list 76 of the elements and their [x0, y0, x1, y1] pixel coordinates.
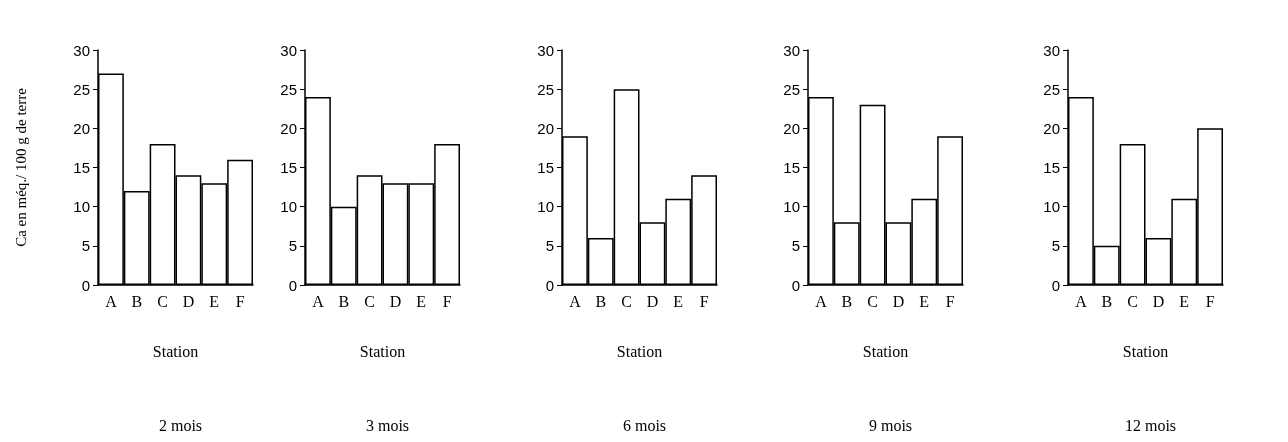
y-tick-label: 30 — [1043, 41, 1060, 59]
x-tick-label: B — [131, 292, 143, 310]
y-tick-label: 5 — [791, 237, 800, 255]
x-tick-label: D — [389, 292, 402, 310]
x-tick-label: B — [595, 292, 607, 310]
y-tick-label: 15 — [1043, 159, 1060, 176]
x-axis-title: Station — [862, 342, 909, 360]
x-tick-label: C — [364, 292, 375, 310]
y-tick-label: 30 — [73, 41, 90, 59]
y-tick-label: 25 — [280, 80, 297, 98]
y-tick-label: 30 — [783, 41, 800, 59]
y-tick-label: 5 — [288, 237, 297, 255]
y-axis-title: Ca en méq./ 100 g de terre — [12, 87, 29, 247]
y-tick-label: 20 — [73, 119, 90, 137]
y-tick-label: 15 — [280, 159, 297, 176]
x-tick-label: F — [699, 292, 709, 310]
y-tick-label: 25 — [1043, 80, 1060, 98]
x-tick-label: A — [815, 292, 828, 310]
x-tick-label: A — [569, 292, 582, 310]
x-tick-label: C — [621, 292, 632, 310]
x-tick-label: F — [442, 292, 452, 310]
y-tick-label: 5 — [545, 237, 554, 255]
x-tick-label: A — [1075, 292, 1088, 310]
x-tick-label: B — [338, 292, 350, 310]
y-tick-label: 10 — [1043, 198, 1060, 216]
x-tick-label: B — [841, 292, 853, 310]
y-tick-label: 20 — [280, 119, 297, 137]
text: 2 mois — [158, 416, 203, 434]
y-tick-label: 20 — [783, 119, 800, 137]
y-tick-label: 20 — [537, 119, 554, 137]
x-axis-title: Station — [359, 342, 406, 360]
x-tick-label: F — [1205, 292, 1215, 310]
y-tick-label: 10 — [73, 198, 90, 216]
y-tick-label: 30 — [280, 41, 297, 59]
y-tick-label: 15 — [783, 159, 800, 176]
y-tick-label: 20 — [1043, 119, 1060, 137]
y-tick-label: 25 — [783, 80, 800, 98]
x-tick-label: E — [209, 292, 220, 310]
x-tick-label: C — [867, 292, 878, 310]
text: 12 mois — [1124, 416, 1177, 434]
y-tick-label: 0 — [545, 276, 554, 294]
x-tick-label: A — [312, 292, 325, 310]
x-tick-label: D — [646, 292, 659, 310]
y-tick-label: 15 — [537, 159, 554, 176]
x-tick-label: E — [673, 292, 684, 310]
x-tick-label: F — [235, 292, 245, 310]
y-tick-label: 0 — [1051, 276, 1060, 294]
text: 6 mois — [622, 416, 667, 434]
y-tick-label: 10 — [783, 198, 800, 216]
y-tick-label: 25 — [537, 80, 554, 98]
y-tick-label: 0 — [81, 276, 90, 294]
x-axis-title: Station — [616, 342, 663, 360]
x-tick-label: C — [157, 292, 168, 310]
text: 3 mois — [365, 416, 410, 434]
x-tick-label: D — [182, 292, 195, 310]
text: 9 mois — [868, 416, 913, 434]
x-tick-label: D — [892, 292, 905, 310]
y-tick-label: 5 — [1051, 237, 1060, 255]
y-tick-label: 15 — [73, 159, 90, 176]
x-tick-label: E — [416, 292, 427, 310]
y-tick-label: 25 — [73, 80, 90, 98]
y-tick-label: 0 — [791, 276, 800, 294]
y-tick-label: 10 — [280, 198, 297, 216]
x-tick-label: E — [1179, 292, 1190, 310]
y-tick-label: 0 — [288, 276, 297, 294]
x-tick-label: C — [1127, 292, 1138, 310]
x-tick-label: F — [945, 292, 955, 310]
y-tick-label: 30 — [537, 41, 554, 59]
x-tick-label: A — [105, 292, 118, 310]
x-tick-label: B — [1101, 292, 1113, 310]
x-axis-title: Station — [1122, 342, 1169, 360]
x-tick-label: D — [1152, 292, 1165, 310]
y-tick-label: 10 — [537, 198, 554, 216]
x-tick-label: E — [919, 292, 930, 310]
x-axis-title: Station — [152, 342, 199, 360]
y-tick-label: 5 — [81, 237, 90, 255]
